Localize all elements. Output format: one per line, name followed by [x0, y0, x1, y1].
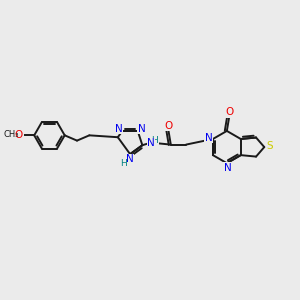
Text: N: N — [138, 124, 146, 134]
Text: H: H — [120, 159, 127, 168]
Text: S: S — [266, 142, 273, 152]
Text: O: O — [164, 121, 172, 130]
Text: N: N — [147, 138, 155, 148]
Text: O: O — [225, 107, 233, 117]
Text: N: N — [126, 154, 134, 164]
Text: O: O — [15, 130, 23, 140]
Text: N: N — [224, 163, 231, 172]
Text: H: H — [151, 136, 158, 145]
Text: N: N — [205, 133, 213, 142]
Text: CH₃: CH₃ — [4, 130, 19, 139]
Text: N: N — [115, 124, 123, 134]
